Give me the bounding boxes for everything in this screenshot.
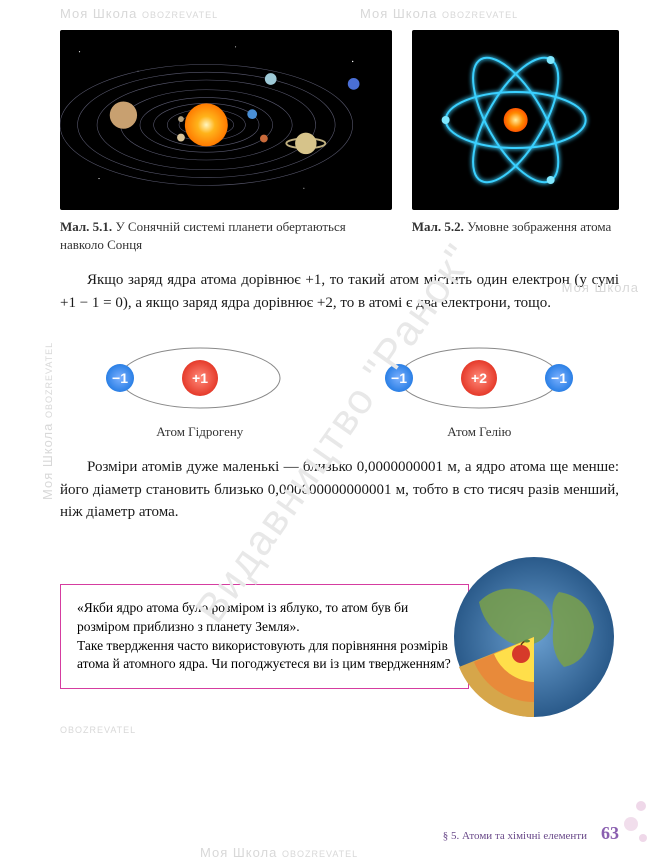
solar-system-svg	[60, 30, 392, 210]
helium-label: Атом Гелію	[379, 424, 579, 440]
watermark-brand: Моя Школа OBOZREVATEL	[200, 845, 358, 860]
hydrogen-label: Атом Гідрогену	[100, 424, 300, 440]
quote-row: «Якби ядро атома було розміром із яблуко…	[60, 552, 619, 722]
paragraph-1: Якщо заряд ядра атома дорівнює +1, то та…	[60, 269, 619, 314]
svg-text:−1: −1	[551, 370, 567, 386]
figure-atom: Мал. 5.2. Умовне зображення атома	[412, 30, 619, 253]
helium-diagram: +2 −1 −1 Атом Гелію	[379, 338, 579, 440]
figure1-caption: Мал. 5.1. У Сонячній системі планети обе…	[60, 218, 392, 253]
watermark-brand: Моя Школа OBOZREVATEL	[360, 6, 518, 21]
svg-text:−1: −1	[112, 370, 128, 386]
svg-text:+2: +2	[471, 370, 487, 386]
hydrogen-diagram: +1 −1 Атом Гідрогену	[100, 338, 300, 440]
figure2-caption: Мал. 5.2. Умовне зображення атома	[412, 218, 619, 236]
jupiter	[110, 101, 137, 128]
figure-solar-system: Мал. 5.1. У Сонячній системі планети обе…	[60, 30, 392, 253]
page-number: 63	[601, 823, 619, 844]
sun	[185, 103, 228, 146]
svg-text:−1: −1	[391, 370, 407, 386]
atom-diagrams-row: +1 −1 Атом Гідрогену +2 −1 −1 Атом Гелію	[60, 338, 619, 440]
earth-cutaway	[449, 552, 619, 722]
svg-text:+1: +1	[192, 370, 208, 386]
quote-box: «Якби ядро атома було розміром із яблуко…	[60, 584, 469, 690]
page-footer: § 5. Атоми та хімічні елементи 63	[443, 823, 619, 844]
watermark-site: OBOZREVATEL	[60, 721, 136, 736]
watermark-brand: Моя Школа OBOZREVATEL	[40, 342, 55, 500]
atom-svg	[412, 30, 619, 210]
figures-row: Мал. 5.1. У Сонячній системі планети обе…	[60, 30, 619, 253]
section-label: § 5. Атоми та хімічні елементи	[443, 830, 587, 842]
decorative-bubbles	[621, 796, 651, 846]
paragraph-2: Розміри атомів дуже маленькі — близько 0…	[60, 456, 619, 524]
watermark-brand: Моя Школа OBOZREVATEL	[60, 6, 218, 21]
